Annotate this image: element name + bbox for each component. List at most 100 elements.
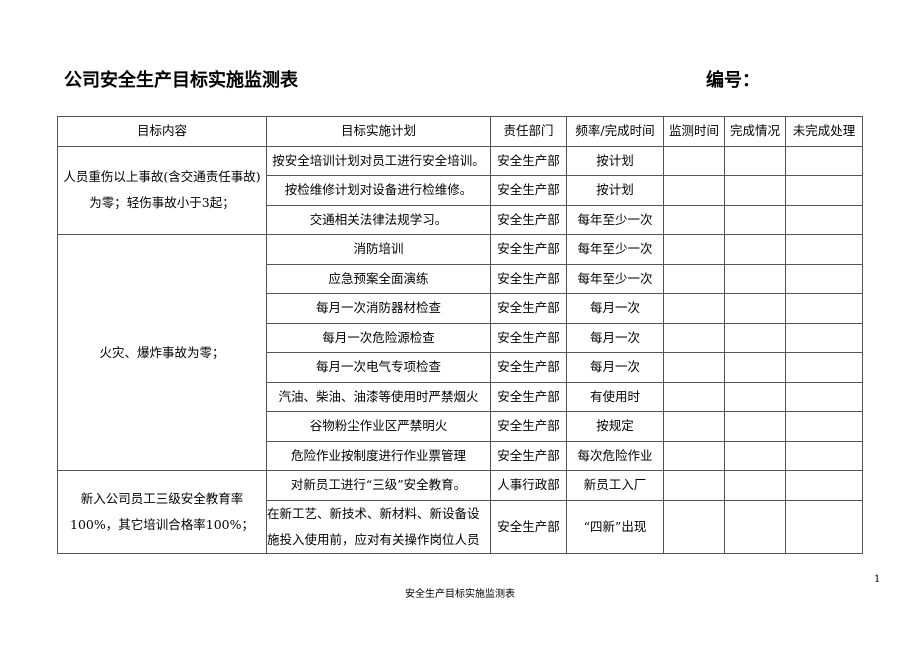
plan-cell: 按安全培训计划对员工进行安全培训。 xyxy=(266,145,491,176)
plan-cell: 应急预案全面演练 xyxy=(266,263,491,294)
header-freq: 频率/完成时间 xyxy=(566,116,664,147)
plan-cell: 对新员工进行“三级”安全教育。 xyxy=(266,470,491,501)
plan-cell: 在新工艺、新技术、新材料、新设备设施投入使用前，应对有关操作岗位人员 xyxy=(266,499,491,554)
goal-cell: 人员重伤以上事故(含交通责任事故)为零；轻伤事故小于3起； xyxy=(57,145,267,235)
completion-cell xyxy=(724,499,786,554)
goal-cell: 新入公司员工三级安全教育率100%，其它培训合格率100%； xyxy=(57,470,267,554)
code-label: 编号： xyxy=(706,70,760,91)
unfinished-cell xyxy=(785,145,863,176)
freq-cell: 按规定 xyxy=(566,411,664,442)
freq-cell: 新员工入厂 xyxy=(566,470,664,501)
dept-cell: 安全生产部 xyxy=(490,381,567,412)
freq-cell: “四新”出现 xyxy=(566,499,664,554)
monitor-time-cell xyxy=(663,411,725,442)
header-dept: 责任部门 xyxy=(490,116,567,147)
header-completion: 完成情况 xyxy=(724,116,786,147)
unfinished-cell xyxy=(785,411,863,442)
table-row: 危险作业按制度进行作业票管理 安全生产部 每次危险作业 xyxy=(58,440,863,471)
plan-cell: 危险作业按制度进行作业票管理 xyxy=(266,440,491,471)
monitor-time-cell xyxy=(663,145,725,176)
plan-cell: 交通相关法律法规学习。 xyxy=(266,204,491,235)
dept-cell: 安全生产部 xyxy=(490,263,567,294)
header-goal: 目标内容 xyxy=(57,116,267,147)
completion-cell xyxy=(724,322,786,353)
table-row: 应急预案全面演练 安全生产部 每年至少一次 xyxy=(58,263,863,294)
plan-cell: 每月一次危险源检查 xyxy=(266,322,491,353)
unfinished-cell xyxy=(785,263,863,294)
dept-cell: 人事行政部 xyxy=(490,470,567,501)
freq-cell: 每年至少一次 xyxy=(566,204,664,235)
monitor-time-cell xyxy=(663,470,725,501)
monitor-time-cell xyxy=(663,204,725,235)
header-plan: 目标实施计划 xyxy=(266,116,491,147)
freq-cell: 按计划 xyxy=(566,145,664,176)
completion-cell xyxy=(724,263,786,294)
freq-cell: 每年至少一次 xyxy=(566,234,664,265)
completion-cell xyxy=(724,470,786,501)
unfinished-cell xyxy=(785,470,863,501)
completion-cell xyxy=(724,440,786,471)
monitor-time-cell xyxy=(663,381,725,412)
unfinished-cell xyxy=(785,234,863,265)
monitor-time-cell xyxy=(663,293,725,324)
table-row: 谷物粉尘作业区严禁明火 安全生产部 按规定 xyxy=(58,411,863,442)
plan-cell: 消防培训 xyxy=(266,234,491,265)
freq-cell: 每月一次 xyxy=(566,293,664,324)
plan-cell: 按检维修计划对设备进行检维修。 xyxy=(266,175,491,206)
completion-cell xyxy=(724,234,786,265)
goal-cell: 火灾、爆炸事故为零； xyxy=(57,234,267,471)
completion-cell xyxy=(724,381,786,412)
table-row: 在新工艺、新技术、新材料、新设备设施投入使用前，应对有关操作岗位人员 安全生产部 “… xyxy=(58,499,863,554)
freq-cell: 每次危险作业 xyxy=(566,440,664,471)
table-row: 火灾、爆炸事故为零； 消防培训 安全生产部 每年至少一次 xyxy=(57,234,863,471)
unfinished-cell xyxy=(785,175,863,206)
monitoring-table: 目标内容 目标实施计划 责任部门 频率/完成时间 监测时间 完成情况 未完成处理… xyxy=(57,116,863,554)
monitor-time-cell xyxy=(663,499,725,554)
unfinished-cell xyxy=(785,352,863,383)
dept-cell: 安全生产部 xyxy=(490,293,567,324)
completion-cell xyxy=(724,204,786,235)
unfinished-cell xyxy=(785,440,863,471)
freq-cell: 按计划 xyxy=(566,175,664,206)
table-row: 新入公司员工三级安全教育率100%，其它培训合格率100%； 对新员工进行“三级”… xyxy=(57,470,863,554)
unfinished-cell xyxy=(785,293,863,324)
dept-cell: 安全生产部 xyxy=(490,204,567,235)
monitor-time-cell xyxy=(663,234,725,265)
unfinished-cell xyxy=(785,381,863,412)
freq-cell: 每月一次 xyxy=(566,352,664,383)
monitor-time-cell xyxy=(663,175,725,206)
footer: 安全生产目标实施监测表 xyxy=(405,589,515,600)
header-row: 目标内容 目标实施计划 责任部门 频率/完成时间 监测时间 完成情况 未完成处理 xyxy=(57,116,863,147)
table-row: 每月一次危险源检查 安全生产部 每月一次 xyxy=(58,322,863,353)
page-title: 公司安全生产目标实施监测表 xyxy=(64,70,298,91)
completion-cell xyxy=(724,175,786,206)
monitor-time-cell xyxy=(663,352,725,383)
dept-cell: 安全生产部 xyxy=(490,440,567,471)
dept-cell: 安全生产部 xyxy=(490,234,567,265)
completion-cell xyxy=(724,145,786,176)
dept-cell: 安全生产部 xyxy=(490,352,567,383)
dept-cell: 安全生产部 xyxy=(490,145,567,176)
table-row: 每月一次消防器材检查 安全生产部 每月一次 xyxy=(58,293,863,324)
freq-cell: 每月一次 xyxy=(566,322,664,353)
monitor-time-cell xyxy=(663,440,725,471)
table-row: 人员重伤以上事故(含交通责任事故)为零；轻伤事故小于3起； 按安全培训计划对员工进… xyxy=(57,145,863,235)
header-unfinished: 未完成处理 xyxy=(785,116,863,147)
freq-cell: 每年至少一次 xyxy=(566,263,664,294)
unfinished-cell xyxy=(785,499,863,554)
plan-cell: 谷物粉尘作业区严禁明火 xyxy=(266,411,491,442)
table-row: 汽油、柴油、油漆等使用时严禁烟火 安全生产部 有使用时 xyxy=(58,381,863,412)
plan-cell: 每月一次消防器材检查 xyxy=(266,293,491,324)
dept-cell: 安全生产部 xyxy=(490,499,567,554)
page-number: 1 xyxy=(874,574,881,585)
monitor-time-cell xyxy=(663,322,725,353)
completion-cell xyxy=(724,352,786,383)
monitor-time-cell xyxy=(663,263,725,294)
freq-cell: 有使用时 xyxy=(566,381,664,412)
plan-cell: 汽油、柴油、油漆等使用时严禁烟火 xyxy=(266,381,491,412)
table-row: 每月一次电气专项检查 安全生产部 每月一次 xyxy=(58,352,863,383)
header-monitor-time: 监测时间 xyxy=(663,116,725,147)
completion-cell xyxy=(724,411,786,442)
unfinished-cell xyxy=(785,204,863,235)
unfinished-cell xyxy=(785,322,863,353)
